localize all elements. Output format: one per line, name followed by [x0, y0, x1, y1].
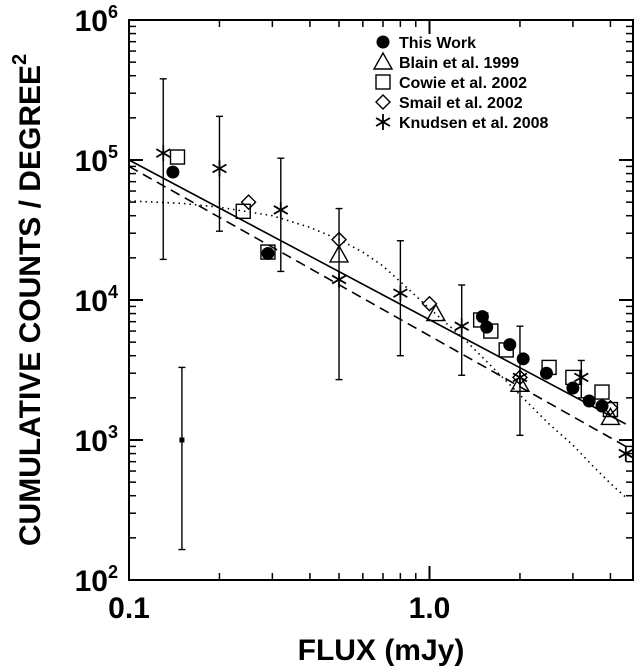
marker-asterisk	[155, 145, 171, 162]
marker-open-square	[235, 203, 251, 220]
legend-symbol	[376, 35, 390, 49]
asterisk-stroke	[212, 163, 227, 174]
y-tick-label: 102	[75, 562, 118, 598]
asterisk-stroke	[454, 321, 470, 331]
legend-label: Smail et al. 2002	[399, 95, 523, 112]
y-tick-base: 10	[75, 565, 108, 598]
legend-label: This Work	[399, 35, 476, 52]
y-tick-base: 10	[75, 425, 108, 458]
legend-label: Cowie et al. 2002	[399, 75, 527, 92]
y-tick-exp: 6	[108, 2, 118, 22]
lone-point-marker	[179, 437, 185, 443]
marker-asterisk	[618, 445, 634, 462]
marker-open-diamond	[240, 194, 257, 211]
y-tick-exp: 2	[108, 562, 118, 582]
marker-open-diamond	[331, 231, 348, 248]
model-curve-solid	[128, 159, 627, 425]
y-tick-label: 106	[75, 2, 118, 38]
marker-asterisk	[393, 285, 408, 302]
marker-open-square	[169, 149, 186, 165]
legend-symbol	[375, 94, 391, 110]
marker-asterisk	[273, 201, 289, 218]
marker-open-square	[472, 312, 489, 328]
marker-filled-circle	[539, 366, 553, 380]
y-tick-label: 103	[75, 422, 118, 458]
asterisk-stroke	[512, 372, 528, 383]
marker-asterisk	[331, 271, 347, 288]
marker-open-triangle	[328, 244, 350, 263]
marker-asterisk	[212, 160, 227, 177]
marker-open-triangle	[425, 303, 447, 322]
y-tick-label: 104	[75, 282, 118, 318]
asterisk-stroke	[375, 117, 391, 127]
x-axis-title: FLUX (mJy)	[298, 634, 465, 667]
error-bars	[159, 78, 585, 551]
legend-item: Blain et al. 1999	[372, 51, 519, 72]
y-tick-base: 10	[75, 145, 108, 178]
marker-filled-circle	[582, 394, 596, 408]
asterisk-stroke	[618, 448, 634, 459]
legend: This Work Blain et al. 1999 Cowie et al. 2…	[372, 35, 548, 132]
legend-label: Blain et al. 1999	[399, 55, 519, 72]
marker-filled-circle	[261, 246, 275, 260]
marker-filled-circle	[516, 352, 530, 366]
model-curve-dashed	[128, 165, 627, 448]
data-markers	[155, 145, 634, 462]
marker-open-diamond	[602, 399, 619, 416]
plot-frame	[128, 19, 634, 581]
y-tick-base: 10	[75, 5, 108, 38]
legend-symbol	[375, 74, 391, 90]
marker-open-diamond	[421, 295, 438, 312]
marker-filled-circle	[503, 338, 517, 352]
y-axis-title-group: CUMULATIVE COUNTS / DEGREE2	[9, 54, 47, 546]
asterisk-stroke	[393, 288, 408, 298]
legend-symbol	[375, 114, 391, 130]
marker-open-square	[498, 342, 514, 358]
asterisk-stroke	[573, 372, 589, 383]
y-tick-exp: 4	[108, 282, 118, 302]
asterisk-stroke	[155, 148, 171, 158]
marker-filled-circle	[166, 165, 180, 179]
asterisk-stroke	[273, 205, 289, 215]
y-axis-title: CUMULATIVE COUNTS / DEGREE2	[9, 54, 47, 546]
legend-item: Smail et al. 2002	[375, 94, 523, 112]
y-tick-label: 105	[75, 142, 118, 178]
legend-label: Knudsen et al. 2008	[399, 115, 548, 132]
axis-ticks	[128, 19, 633, 581]
legend-item: Knudsen et al. 2008	[375, 114, 548, 132]
marker-open-triangle	[509, 373, 531, 392]
x-tick-label: 1.0	[409, 592, 451, 625]
legend-item: This Work	[376, 35, 476, 52]
legend-symbol	[372, 51, 394, 70]
marker-asterisk	[454, 318, 470, 335]
y-tick-exp: 5	[108, 142, 118, 162]
marker-open-square	[260, 244, 276, 260]
marker-open-square	[602, 401, 619, 418]
marker-filled-circle	[566, 381, 580, 395]
y-tick-exp: 3	[108, 422, 118, 442]
legend-item: Cowie et al. 2002	[375, 74, 527, 92]
model-curve-dotted	[128, 200, 627, 498]
marker-open-square	[483, 323, 499, 339]
marker-open-square	[541, 359, 557, 376]
marker-asterisk	[573, 369, 589, 386]
y-tick-base: 10	[75, 285, 108, 318]
x-tick-label: 0.1	[108, 592, 150, 625]
marker-open-square	[594, 384, 610, 400]
marker-asterisk	[512, 369, 528, 386]
asterisk-stroke	[331, 274, 347, 285]
model-curves	[128, 159, 627, 498]
